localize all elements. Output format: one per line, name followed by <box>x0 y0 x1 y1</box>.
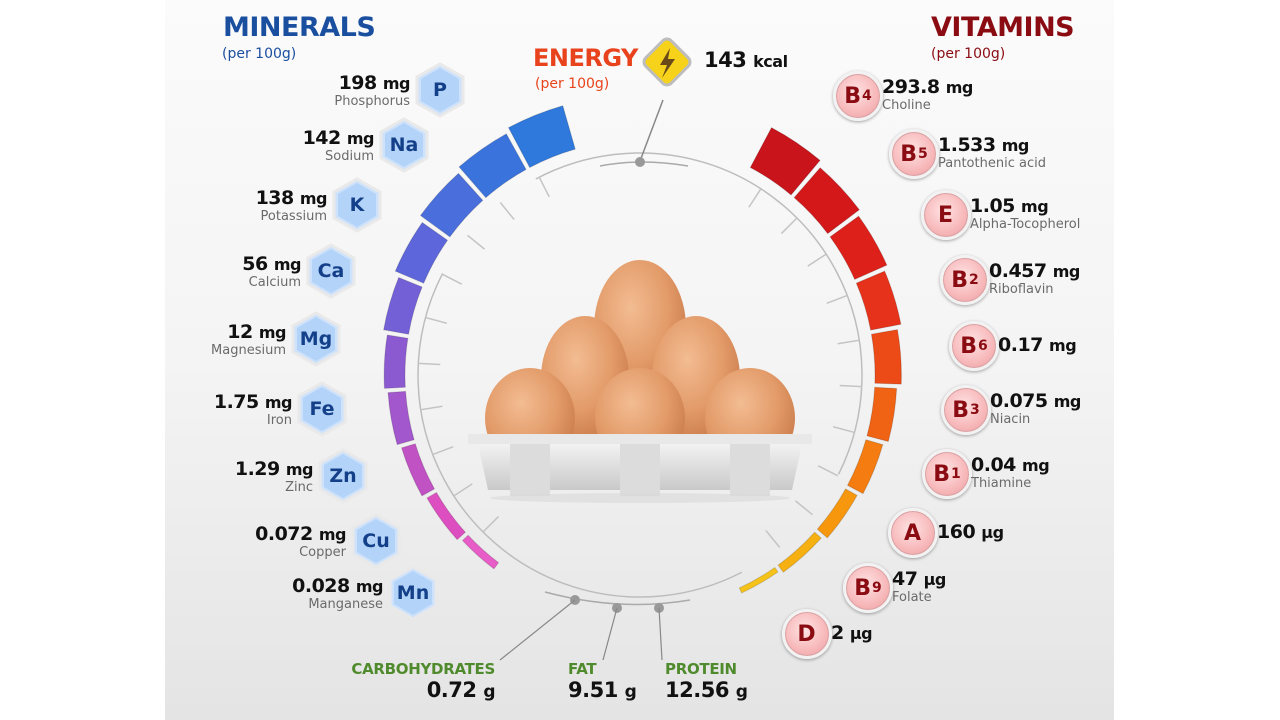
vitamin-label: 293.8 mg Choline <box>882 76 973 113</box>
mineral-label: 0.028 mg Manganese <box>292 575 383 612</box>
vitamin-label: 47 µg Folate <box>892 568 946 605</box>
element-hexagon-icon: Cu <box>350 513 402 569</box>
element-hexagon-icon: Mg <box>290 311 342 367</box>
element-hexagon-icon: Mn <box>387 565 439 621</box>
mineral-label: 198 mg Phosphorus <box>334 72 410 109</box>
vitamin-label: 0.04 mg Thiamine <box>971 454 1050 491</box>
mineral-label: 142 mg Sodium <box>302 127 375 164</box>
element-hexagon-icon: Zn <box>317 448 369 504</box>
vitamin-badge-icon: A <box>888 508 938 558</box>
vitamin-label: 2 µg <box>831 622 873 644</box>
mineral-label: 0.072 mg Copper <box>255 523 346 560</box>
element-hexagon-icon: Ca <box>305 243 357 299</box>
element-hexagon-icon: Fe <box>296 381 348 437</box>
macro-protein: PROTEIN 12.56 g <box>665 660 748 702</box>
vitamin-label: 1.533 mg Pantothenic acid <box>938 134 1046 171</box>
element-hexagon-icon: Na <box>378 117 430 173</box>
mineral-label: 56 mg Calcium <box>242 253 301 290</box>
energy-subtitle: (per 100g) <box>535 76 610 92</box>
mineral-label: 1.29 mg Zinc <box>234 458 314 495</box>
minerals-title: MINERALS <box>223 12 376 43</box>
vitamin-label: 0.075 mg Niacin <box>990 390 1081 427</box>
vitamin-label: 0.17 mg <box>998 334 1077 356</box>
mineral-label: 138 mg Potassium <box>255 187 328 224</box>
energy-title: ENERGY <box>533 44 638 72</box>
vitamin-label: 0.457 mg Riboflavin <box>989 260 1080 297</box>
egg-tray-illustration <box>468 260 812 503</box>
mineral-label: 1.75 mg Iron <box>213 391 293 428</box>
vitamins-title: VITAMINS <box>931 12 1075 43</box>
vitamin-label: 1.05 mg Alpha-Tocopherol <box>970 195 1081 232</box>
energy-value: 143 kcal <box>704 48 788 72</box>
vitamin-badge-icon: D <box>782 609 832 659</box>
macro-carbohydrates: CARBOHYDRATES 0.72 g <box>351 660 495 702</box>
vitamin-badge-icon: E <box>921 190 971 240</box>
minerals-subtitle: (per 100g) <box>222 46 297 62</box>
mineral-label: 12 mg Magnesium <box>211 321 286 358</box>
vitamins-subtitle: (per 100g) <box>931 46 1006 62</box>
element-hexagon-icon: P <box>414 62 466 118</box>
element-hexagon-icon: K <box>331 177 383 233</box>
vitamin-label: 160 µg <box>937 521 1004 543</box>
macro-fat: FAT 9.51 g <box>568 660 637 702</box>
